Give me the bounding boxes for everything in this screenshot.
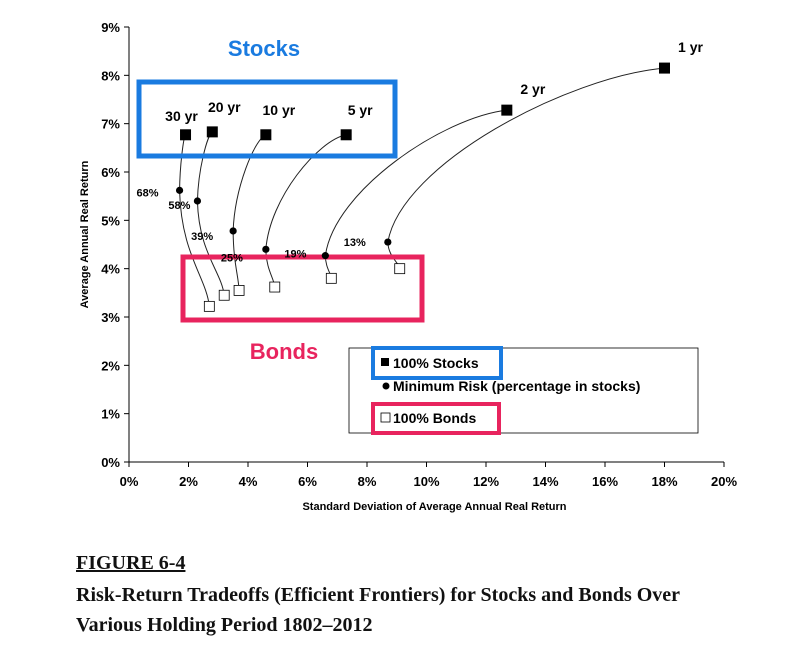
stock-point-marker (206, 126, 218, 138)
figure-title-line-2: Various Holding Period 1802–2012 (76, 614, 373, 636)
stock-percentage-label: 19% (284, 249, 306, 261)
figure-title: Risk-Return Tradeoffs (Efficient Frontie… (76, 580, 776, 640)
bond-point-marker (203, 300, 215, 312)
legend-stocks-marker (381, 358, 389, 366)
x-tick-label: 6% (298, 474, 317, 489)
legend: 100% Stocks Minimum Risk (percentage in s… (348, 346, 699, 435)
bond-point-marker (218, 289, 230, 301)
y-tick-label: 7% (101, 117, 120, 132)
holding-period-label: 20 yr (208, 99, 241, 115)
y-tick-label: 4% (101, 262, 120, 277)
efficient-frontier-chart: 0% 1% 2% 3% 4% 5% 6% 7% 8% 9% 0% 2% 4% 6% 8% 10% 12% 14% 1… (79, 20, 737, 513)
stock-percentage-label: 39% (191, 231, 213, 243)
data-points: 1 yr 2 yr 5 yr 10 yr 20 yr 30 yr 13% 19% 25% 39% 5… (137, 39, 704, 312)
legend-stocks-label: 100% Stocks (393, 355, 479, 371)
bonds-highlight-box (180, 254, 425, 323)
y-axis-title: Average Annual Real Return (79, 160, 91, 308)
y-tick-label: 5% (101, 213, 120, 228)
legend-bonds-marker (380, 412, 391, 423)
bond-point-marker (394, 263, 406, 275)
legend-bonds-label: 100% Bonds (393, 410, 476, 426)
frontier-curve (232, 134, 267, 291)
figure-title-line-1: Risk-Return Tradeoffs (Efficient Frontie… (76, 584, 681, 606)
frontier-curve (265, 134, 347, 288)
y-tick-label: 6% (101, 165, 120, 180)
stock-percentage-label: 58% (168, 200, 190, 212)
stock-point-marker (340, 129, 352, 141)
stock-point-marker (180, 129, 192, 141)
holding-period-label: 10 yr (262, 102, 295, 118)
holding-period-label: 30 yr (165, 108, 198, 124)
frontier-curve (179, 134, 210, 307)
stock-percentage-label: 68% (137, 187, 159, 199)
stock-percentage-label: 25% (221, 252, 243, 264)
x-tick-label: 18% (651, 474, 677, 489)
axes: 0% 1% 2% 3% 4% 5% 6% 7% 8% 9% 0% 2% 4% 6% 8% 10% 12% 14% 1… (79, 20, 737, 513)
frontier-curve (324, 109, 507, 279)
x-tick-label: 4% (239, 474, 258, 489)
stock-point-marker (260, 129, 272, 141)
legend-min-risk-label: Minimum Risk (percentage in stocks) (393, 378, 640, 394)
highlight-boxes: Stocks Bonds (136, 36, 425, 364)
holding-period-label: 2 yr (520, 81, 545, 97)
x-tick-label: 2% (179, 474, 198, 489)
stocks-highlight-box (136, 79, 398, 159)
min-risk-point-marker (321, 252, 329, 260)
figure-number: FIGURE 6-4 (76, 552, 186, 574)
min-risk-point-marker (262, 245, 270, 253)
min-risk-point-marker (193, 197, 202, 205)
y-tick-label: 2% (101, 358, 120, 373)
min-risk-point-marker (229, 227, 237, 235)
holding-period-label: 5 yr (348, 102, 373, 118)
legend-bonds-highlight (371, 402, 501, 435)
x-tick-label: 10% (413, 474, 439, 489)
bond-point-marker (325, 272, 337, 284)
bond-point-marker (233, 285, 245, 296)
x-tick-label: 14% (532, 474, 558, 489)
bond-point-marker (269, 281, 281, 293)
x-axis-title: Standard Deviation of Average Annual Rea… (302, 501, 566, 513)
y-tick-label: 1% (101, 407, 120, 422)
min-risk-point-marker (384, 238, 392, 246)
stock-percentage-label: 13% (344, 237, 366, 249)
y-tick-label: 0% (101, 455, 120, 470)
y-tick-label: 3% (101, 310, 120, 325)
holding-period-label: 1 yr (678, 39, 703, 55)
x-tick-label: 12% (473, 474, 499, 489)
legend-stocks-highlight (371, 346, 503, 380)
x-tick-label: 0% (120, 474, 139, 489)
y-tick-label: 8% (101, 68, 120, 83)
stock-point-marker (501, 104, 513, 116)
y-tick-label: 9% (101, 20, 120, 35)
x-tick-label: 8% (358, 474, 377, 489)
x-tick-label: 16% (592, 474, 618, 489)
stocks-label: Stocks (228, 36, 300, 61)
stock-point-marker (659, 62, 670, 74)
legend-min-risk-marker (382, 382, 390, 390)
bonds-label: Bonds (250, 339, 318, 364)
legend-frame (348, 347, 699, 434)
min-risk-point-marker (175, 186, 184, 194)
x-tick-label: 20% (711, 474, 737, 489)
frontier-curve (387, 67, 665, 269)
